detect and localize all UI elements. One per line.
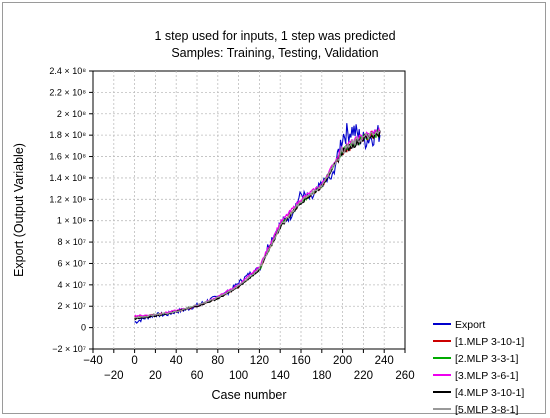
x-tick-label: 260 — [395, 370, 414, 382]
chart-svg: 1 step used for inputs, 1 step was predi… — [12, 29, 524, 415]
legend-label: Export — [455, 319, 485, 331]
y-tick-label: 2.4 × 10⁸ — [49, 66, 86, 76]
x-axis-label: Case number — [211, 388, 286, 402]
x-tick-label: 140 — [271, 370, 290, 382]
y-tick-label: 1 × 10⁸ — [57, 216, 86, 226]
x-tick-label: 60 — [191, 370, 204, 382]
y-axis-label: Export (Output Variable) — [12, 143, 26, 277]
y-tick-label: 0 — [81, 323, 86, 333]
legend: Export [1.MLP 3-10-1] [2.MLP 3-3-1] [3.MLP … — [433, 319, 524, 415]
x-tick-label: 160 — [291, 355, 310, 367]
plot-area — [92, 70, 406, 350]
y-tick-label: 1.6 × 10⁸ — [49, 152, 86, 162]
y-tick-label: 1.8 × 10⁸ — [49, 130, 86, 140]
y-tick-label: 6 × 10⁷ — [57, 258, 86, 268]
y-tick-label: 1.2 × 10⁸ — [49, 194, 86, 204]
legend-label: [5.MLP 3-8-1] — [455, 404, 519, 415]
legend-label: [3.MLP 3-6-1] — [455, 370, 519, 382]
x-tick-label: −20 — [104, 370, 124, 382]
x-tick-label: 220 — [354, 370, 373, 382]
chart-frame: 1 step used for inputs, 1 step was predi… — [2, 2, 546, 415]
y-tick-label: 2.2 × 10⁸ — [49, 87, 86, 97]
x-tick-label: 200 — [333, 355, 352, 367]
x-tick-label: −40 — [83, 355, 103, 367]
chart-title: 1 step used for inputs, 1 step was predi… — [154, 29, 395, 43]
x-tick-label: 120 — [250, 355, 269, 367]
legend-label: [1.MLP 3-10-1] — [455, 336, 524, 348]
x-tick-label: 0 — [131, 355, 137, 367]
y-tick-label: 8 × 10⁷ — [57, 237, 86, 247]
y-tick-label: 2 × 10⁷ — [57, 301, 86, 311]
legend-label: [2.MLP 3-3-1] — [455, 353, 519, 365]
y-ticks: −2 × 10⁷ 0 2 × 10⁷ 4 × 10⁷ 6 × 10⁷ 8 × 10⁷ 1 ×… — [49, 66, 93, 354]
x-tick-label: 180 — [312, 370, 331, 382]
x-tick-label: 100 — [229, 370, 248, 382]
x-tick-label: 80 — [211, 355, 224, 367]
x-tick-label: 40 — [170, 355, 183, 367]
chart-subtitle: Samples: Training, Testing, Validation — [171, 46, 378, 60]
series-line — [134, 130, 380, 319]
series-layer — [134, 123, 381, 324]
series-line — [134, 126, 381, 318]
y-tick-label: 1.4 × 10⁸ — [49, 173, 86, 183]
y-tick-label: −2 × 10⁷ — [52, 344, 86, 354]
y-tick-label: 4 × 10⁷ — [57, 280, 86, 290]
legend-label: [4.MLP 3-10-1] — [455, 387, 524, 399]
x-ticks: −40 0 40 80 120 160 200 240 −20 20 60 100 140 180 220 2… — [83, 349, 415, 382]
x-tick-label: 240 — [375, 355, 394, 367]
x-tick-label: 20 — [149, 370, 162, 382]
y-tick-label: 2 × 10⁸ — [57, 109, 86, 119]
